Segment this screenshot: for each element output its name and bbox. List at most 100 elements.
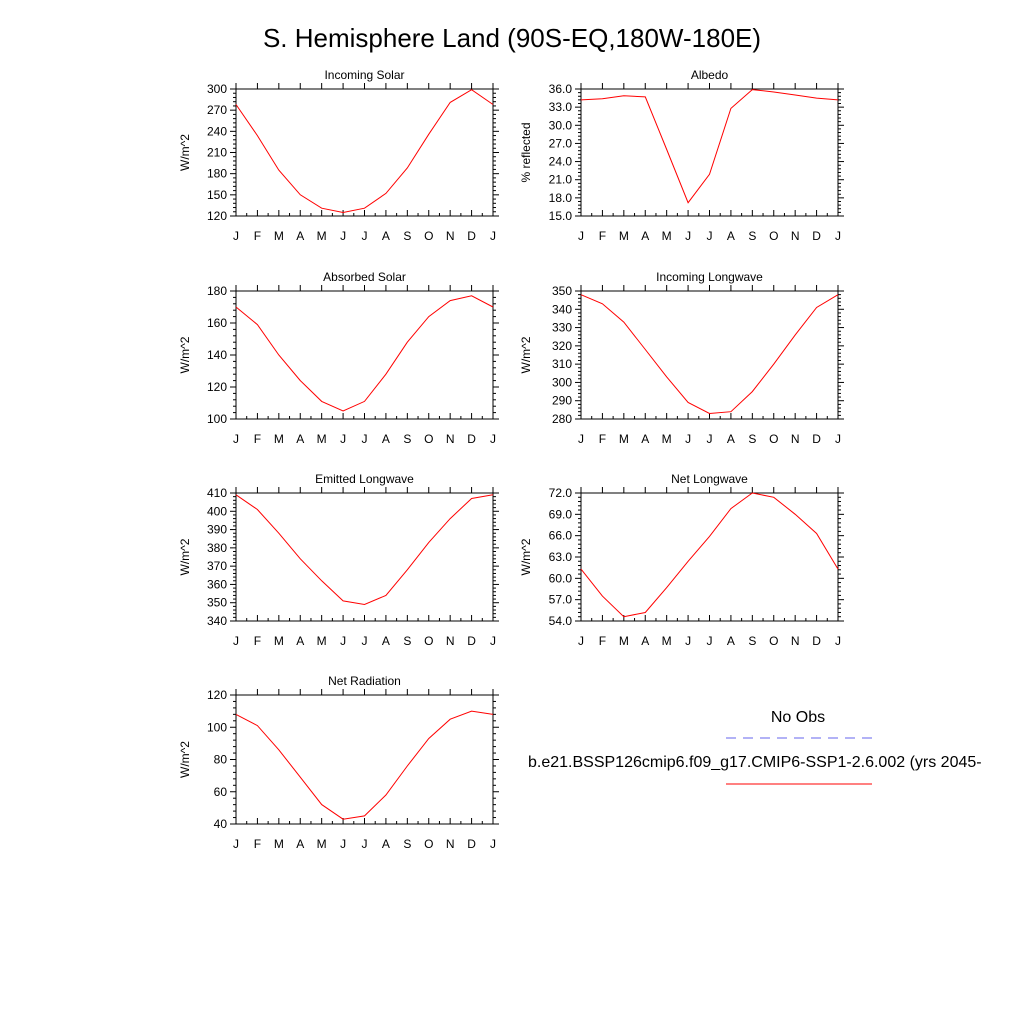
absorbed-solar-ytick-label: 160 <box>207 316 227 330</box>
absorbed-solar-xtick-label: D <box>467 432 476 446</box>
net-longwave-xtick-label: O <box>769 634 778 648</box>
emitted-longwave-ytick-label: 340 <box>207 614 227 628</box>
incoming-solar-series-model <box>235 89 494 214</box>
absorbed-solar-title: Absorbed Solar <box>323 270 406 284</box>
absorbed-solar-xtick-label: F <box>254 432 261 446</box>
net-longwave-ylabel: W/m^2 <box>519 538 533 575</box>
emitted-longwave-xtick-label: A <box>382 634 390 648</box>
net-radiation-title: Net Radiation <box>328 674 401 688</box>
net-radiation-xtick-label: M <box>317 837 327 851</box>
net-radiation-frame <box>235 694 494 825</box>
incoming-solar-xtick-label: A <box>296 229 304 243</box>
albedo-xtick-label: J <box>578 229 584 243</box>
incoming-longwave-xtick-label: F <box>599 432 606 446</box>
emitted-longwave-xtick-label: J <box>490 634 496 648</box>
emitted-longwave-series-model <box>235 494 494 606</box>
net-radiation-xtick-label: M <box>274 837 284 851</box>
albedo-ylabel: % reflected <box>519 122 533 182</box>
emitted-longwave-xtick-label: S <box>403 634 411 648</box>
absorbed-solar-xtick-label: J <box>340 432 346 446</box>
absorbed-solar-xtick-label: J <box>233 432 239 446</box>
albedo-xtick-label: N <box>791 229 800 243</box>
incoming-solar-xtick-label: F <box>254 229 261 243</box>
incoming-solar-ytick-label: 240 <box>207 124 227 138</box>
net-radiation-xtick-label: J <box>340 837 346 851</box>
net-longwave-xtick-label: S <box>748 634 756 648</box>
net-longwave-xtick-label: M <box>662 634 672 648</box>
net-radiation-xtick-label: F <box>254 837 261 851</box>
incoming-longwave-ytick-label: 350 <box>552 284 572 298</box>
incoming-longwave-ylabel: W/m^2 <box>519 336 533 373</box>
albedo-xtick-label: J <box>835 229 841 243</box>
incoming-longwave-xtick-label: J <box>707 432 713 446</box>
net-longwave-ytick-label: 60.0 <box>549 571 573 585</box>
incoming-longwave-xtick-label: O <box>769 432 778 446</box>
emitted-longwave-frame <box>235 492 494 622</box>
net-radiation-xtick-label: J <box>362 837 368 851</box>
absorbed-solar-ytick-label: 180 <box>207 284 227 298</box>
emitted-longwave-ytick-label: 360 <box>207 577 227 591</box>
incoming-longwave-xtick-label: N <box>791 432 800 446</box>
albedo-xtick-label: D <box>812 229 821 243</box>
net-radiation-xtick-label: J <box>490 837 496 851</box>
emitted-longwave-xtick-label: J <box>233 634 239 648</box>
incoming-solar-xtick-label: M <box>317 229 327 243</box>
figure-title: S. Hemisphere Land (90S-EQ,180W-180E) <box>263 23 761 53</box>
net-longwave-title: Net Longwave <box>671 472 748 486</box>
net-longwave-ytick-label: 63.0 <box>549 550 573 564</box>
albedo-title: Albedo <box>691 68 729 82</box>
albedo-ytick-label: 30.0 <box>549 118 573 132</box>
albedo-frame <box>580 88 839 217</box>
net-longwave-xtick-label: M <box>619 634 629 648</box>
emitted-longwave-xtick-label: M <box>274 634 284 648</box>
incoming-solar-ytick-label: 270 <box>207 103 227 117</box>
incoming-solar-xtick-label: J <box>233 229 239 243</box>
net-longwave-xtick-label: J <box>835 634 841 648</box>
net-radiation-xtick-label: O <box>424 837 433 851</box>
incoming-longwave-ytick-label: 340 <box>552 302 572 316</box>
absorbed-solar-ytick-label: 120 <box>207 380 227 394</box>
emitted-longwave-ytick-label: 370 <box>207 559 227 573</box>
incoming-longwave-ytick-label: 320 <box>552 339 572 353</box>
incoming-longwave-title: Incoming Longwave <box>656 270 763 284</box>
net-longwave-xtick-label: A <box>641 634 649 648</box>
net-radiation-xtick-label: S <box>403 837 411 851</box>
net-longwave-xtick-label: N <box>791 634 800 648</box>
net-longwave-ytick-label: 54.0 <box>549 614 573 628</box>
incoming-solar-xtick-label: J <box>340 229 346 243</box>
net-radiation-ytick-label: 100 <box>207 720 227 734</box>
albedo-xtick-label: S <box>748 229 756 243</box>
albedo-xtick-label: A <box>727 229 735 243</box>
absorbed-solar-ytick-label: 100 <box>207 412 227 426</box>
net-longwave-xtick-label: F <box>599 634 606 648</box>
legend: No Obs b.e21.BSSP126cmip6.f09_g17.CMIP6-… <box>528 709 982 785</box>
net-longwave-xtick-label: D <box>812 634 821 648</box>
net-radiation-series-model <box>235 710 494 820</box>
incoming-solar-ytick-label: 180 <box>207 167 227 181</box>
absorbed-solar-ylabel: W/m^2 <box>178 336 192 373</box>
incoming-longwave-ytick-label: 290 <box>552 394 572 408</box>
absorbed-solar-ytick-label: 140 <box>207 348 227 362</box>
net-longwave-xtick-label: J <box>707 634 713 648</box>
absorbed-solar-xtick-label: N <box>446 432 455 446</box>
emitted-longwave-xtick-label: A <box>296 634 304 648</box>
net-longwave-xtick-label: J <box>685 634 691 648</box>
emitted-longwave-ytick-label: 380 <box>207 541 227 555</box>
absorbed-solar-xtick-label: O <box>424 432 433 446</box>
absorbed-solar-frame <box>235 290 494 420</box>
absorbed-solar-xtick-label: A <box>382 432 390 446</box>
net-radiation-ytick-label: 120 <box>207 688 227 702</box>
emitted-longwave-ytick-label: 390 <box>207 523 227 537</box>
emitted-longwave-title: Emitted Longwave <box>315 472 414 486</box>
absorbed-solar-xtick-label: M <box>274 432 284 446</box>
emitted-longwave-xtick-label: M <box>317 634 327 648</box>
incoming-solar-xtick-label: O <box>424 229 433 243</box>
emitted-longwave-xtick-label: O <box>424 634 433 648</box>
albedo-ytick-label: 24.0 <box>549 155 573 169</box>
albedo-series-model <box>580 89 839 204</box>
absorbed-solar-xtick-label: M <box>317 432 327 446</box>
